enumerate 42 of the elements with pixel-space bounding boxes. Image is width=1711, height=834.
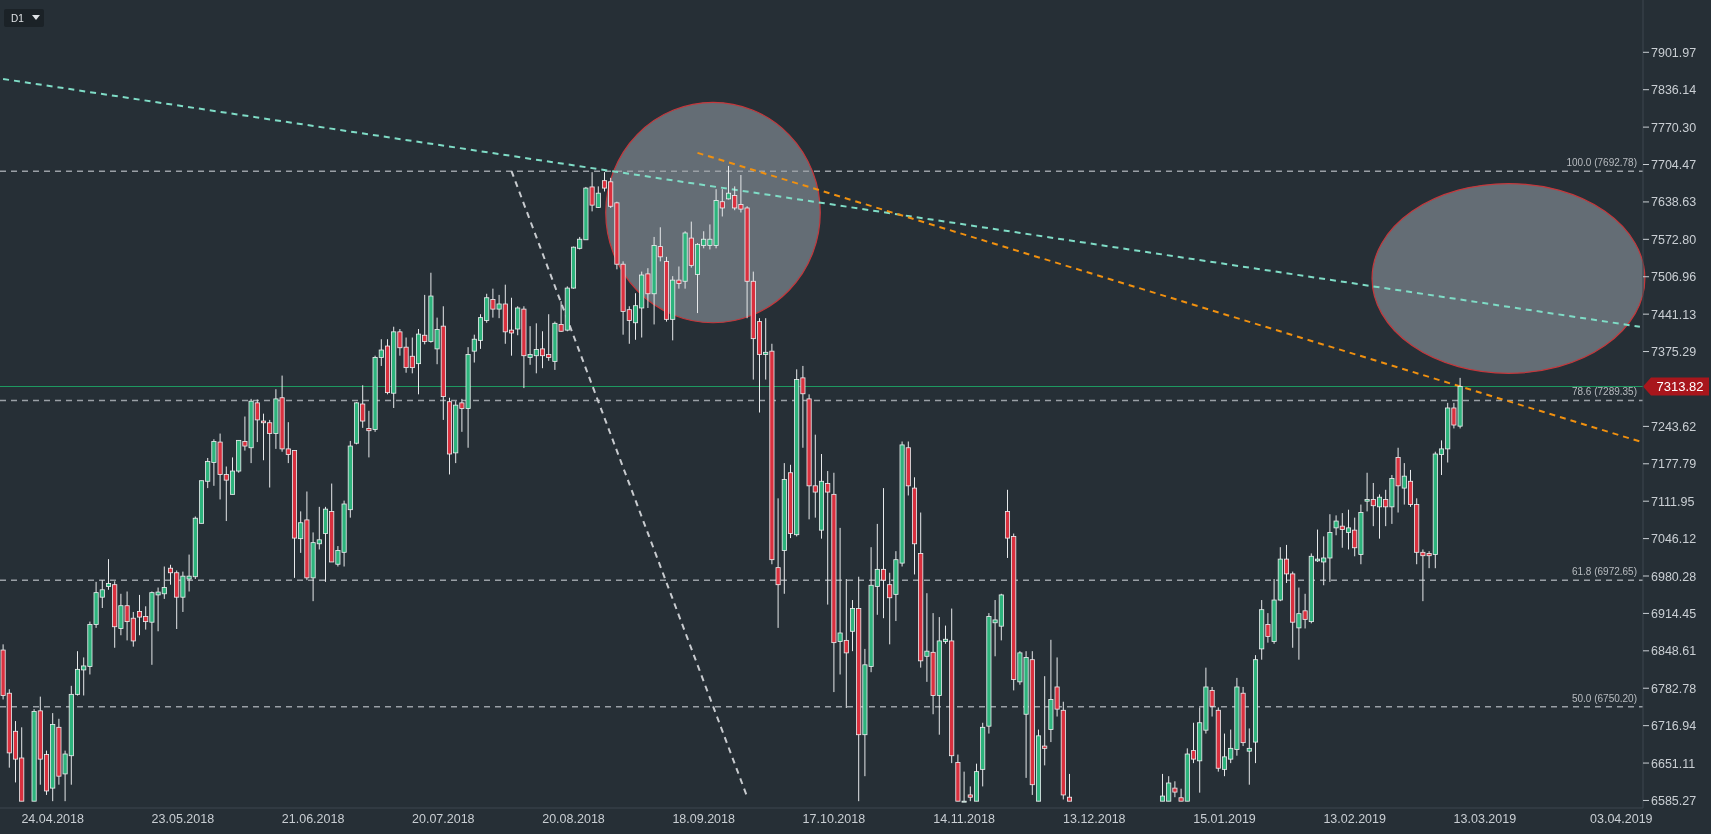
x-tick-label: 13.03.2019	[1453, 812, 1517, 826]
y-tick-label: 6585.27	[1651, 793, 1697, 808]
y-tick-label: 7441.13	[1651, 307, 1697, 322]
y-tick-label: 7901.97	[1651, 45, 1697, 60]
candlestick	[1066, 773, 1073, 802]
y-tick-label: 7638.63	[1651, 195, 1697, 210]
ref-line-label: 78.6 (7289.35)	[1571, 386, 1637, 398]
y-tick-label: 7836.14	[1651, 83, 1697, 98]
x-tick-label: 24.04.2018	[21, 812, 85, 826]
x-tick-label: 20.08.2018	[542, 812, 605, 826]
ref-line-label: 100.0 (7692.78)	[1566, 157, 1637, 169]
y-tick-label: 6651.11	[1651, 756, 1696, 771]
y-tick-label: 7243.62	[1651, 419, 1697, 434]
x-tick-label: 21.06.2018	[281, 812, 345, 826]
x-tick-label: 15.01.2019	[1193, 812, 1256, 826]
x-tick-label: 14.11.2018	[933, 812, 995, 826]
y-tick-label: 6782.78	[1651, 681, 1697, 696]
ref-line-label: 7313.82	[1656, 378, 1704, 394]
candlestick	[775, 497, 781, 629]
y-tick-label: 6914.45	[1651, 606, 1697, 621]
ref-line-label: 50.0 (6750.20)	[1571, 692, 1637, 704]
x-tick-label: 17.10.2018	[802, 812, 866, 826]
y-tick-label: 7046.12	[1651, 532, 1697, 547]
y-tick-label: 7375.29	[1651, 345, 1697, 360]
y-tick-label: 7177.79	[1651, 457, 1697, 472]
candlestick	[1246, 727, 1252, 786]
y-tick-label: 7506.96	[1651, 270, 1697, 285]
y-tick-label: 7704.47	[1651, 158, 1697, 173]
y-tick-label: 7572.80	[1651, 232, 1697, 247]
ref-line-label: 61.8 (6972.65)	[1571, 566, 1637, 578]
x-tick-label: 18.09.2018	[672, 812, 736, 826]
y-tick-label: 6848.61	[1651, 644, 1697, 659]
x-tick-label: 03.04.2019	[1590, 812, 1653, 826]
x-tick-label: 13.12.2018	[1063, 812, 1126, 826]
annotation: D1	[11, 13, 25, 24]
x-tick-label: 13.02.2019	[1323, 812, 1387, 826]
y-tick-label: 6716.94	[1651, 719, 1697, 734]
y-tick-label: 7111.95	[1651, 494, 1695, 509]
y-tick-label: 7770.30	[1651, 120, 1697, 135]
x-tick-label: 23.05.2018	[151, 812, 215, 826]
x-tick-label: 20.07.2018	[412, 812, 475, 826]
y-tick-label: 6980.28	[1651, 569, 1697, 584]
